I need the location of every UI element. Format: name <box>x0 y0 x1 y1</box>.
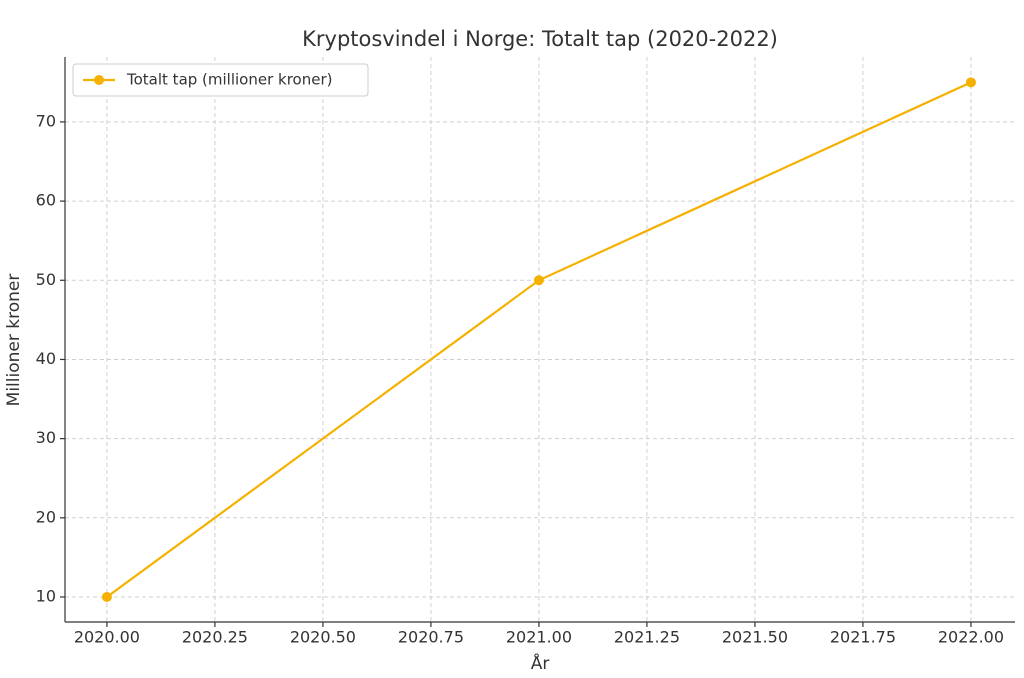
x-tick-label: 2020.25 <box>182 628 248 647</box>
x-tick-label: 2021.75 <box>830 628 896 647</box>
data-point <box>533 275 544 286</box>
x-tick-label: 2020.00 <box>74 628 140 647</box>
y-axis-label: Millioner kroner <box>4 274 24 407</box>
legend-marker <box>94 75 104 85</box>
x-tick-label: 2021.25 <box>614 628 680 647</box>
y-tick-label: 30 <box>36 428 56 447</box>
x-tick-label: 2020.75 <box>398 628 464 647</box>
data-point <box>101 591 112 602</box>
legend-box <box>72 63 369 97</box>
y-tick-label: 10 <box>36 586 56 605</box>
x-tick-label: 2022.00 <box>938 628 1004 647</box>
chart-title: Kryptosvindel i Norge: Totalt tap (2020-… <box>302 27 778 51</box>
x-tick-label: 2020.50 <box>290 628 356 647</box>
y-tick-label: 20 <box>36 507 56 526</box>
y-tick-label: 50 <box>36 270 56 289</box>
x-tick-label: 2021.50 <box>722 628 788 647</box>
x-axis-label: År <box>531 652 550 674</box>
y-tick-label: 60 <box>36 191 56 210</box>
legend-label: Totalt tap (millioner kroner) <box>126 71 332 89</box>
y-tick-label: 40 <box>36 349 56 368</box>
y-tick-label: 70 <box>36 111 56 130</box>
x-tick-label: 2021.00 <box>506 628 572 647</box>
data-point <box>965 77 976 88</box>
